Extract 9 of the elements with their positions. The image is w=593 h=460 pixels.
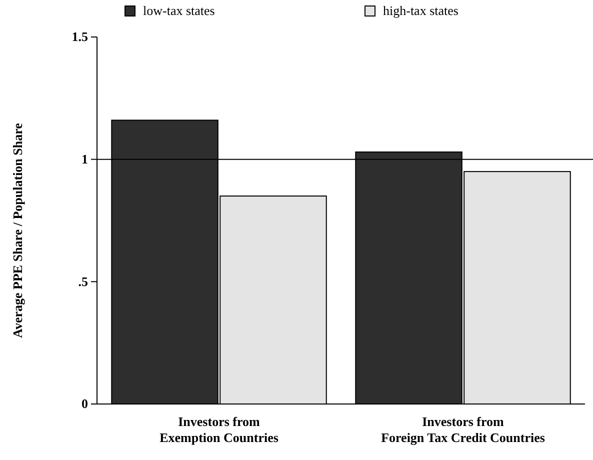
x-tick-label: Investors from Exemption Countries — [160, 414, 278, 445]
y-tick-label: .5 — [78, 274, 88, 289]
legend-label: low-tax states — [143, 3, 215, 18]
y-axis-title: Average PPE Share / Population Share — [10, 122, 25, 338]
legend-label: high-tax states — [383, 3, 458, 18]
x-tick-label: Investors from Foreign Tax Credit Countries — [381, 414, 545, 445]
y-tick-label: 1 — [82, 151, 88, 166]
y-tick-label: 1.5 — [72, 29, 88, 44]
y-tick-label: 0 — [82, 396, 88, 412]
